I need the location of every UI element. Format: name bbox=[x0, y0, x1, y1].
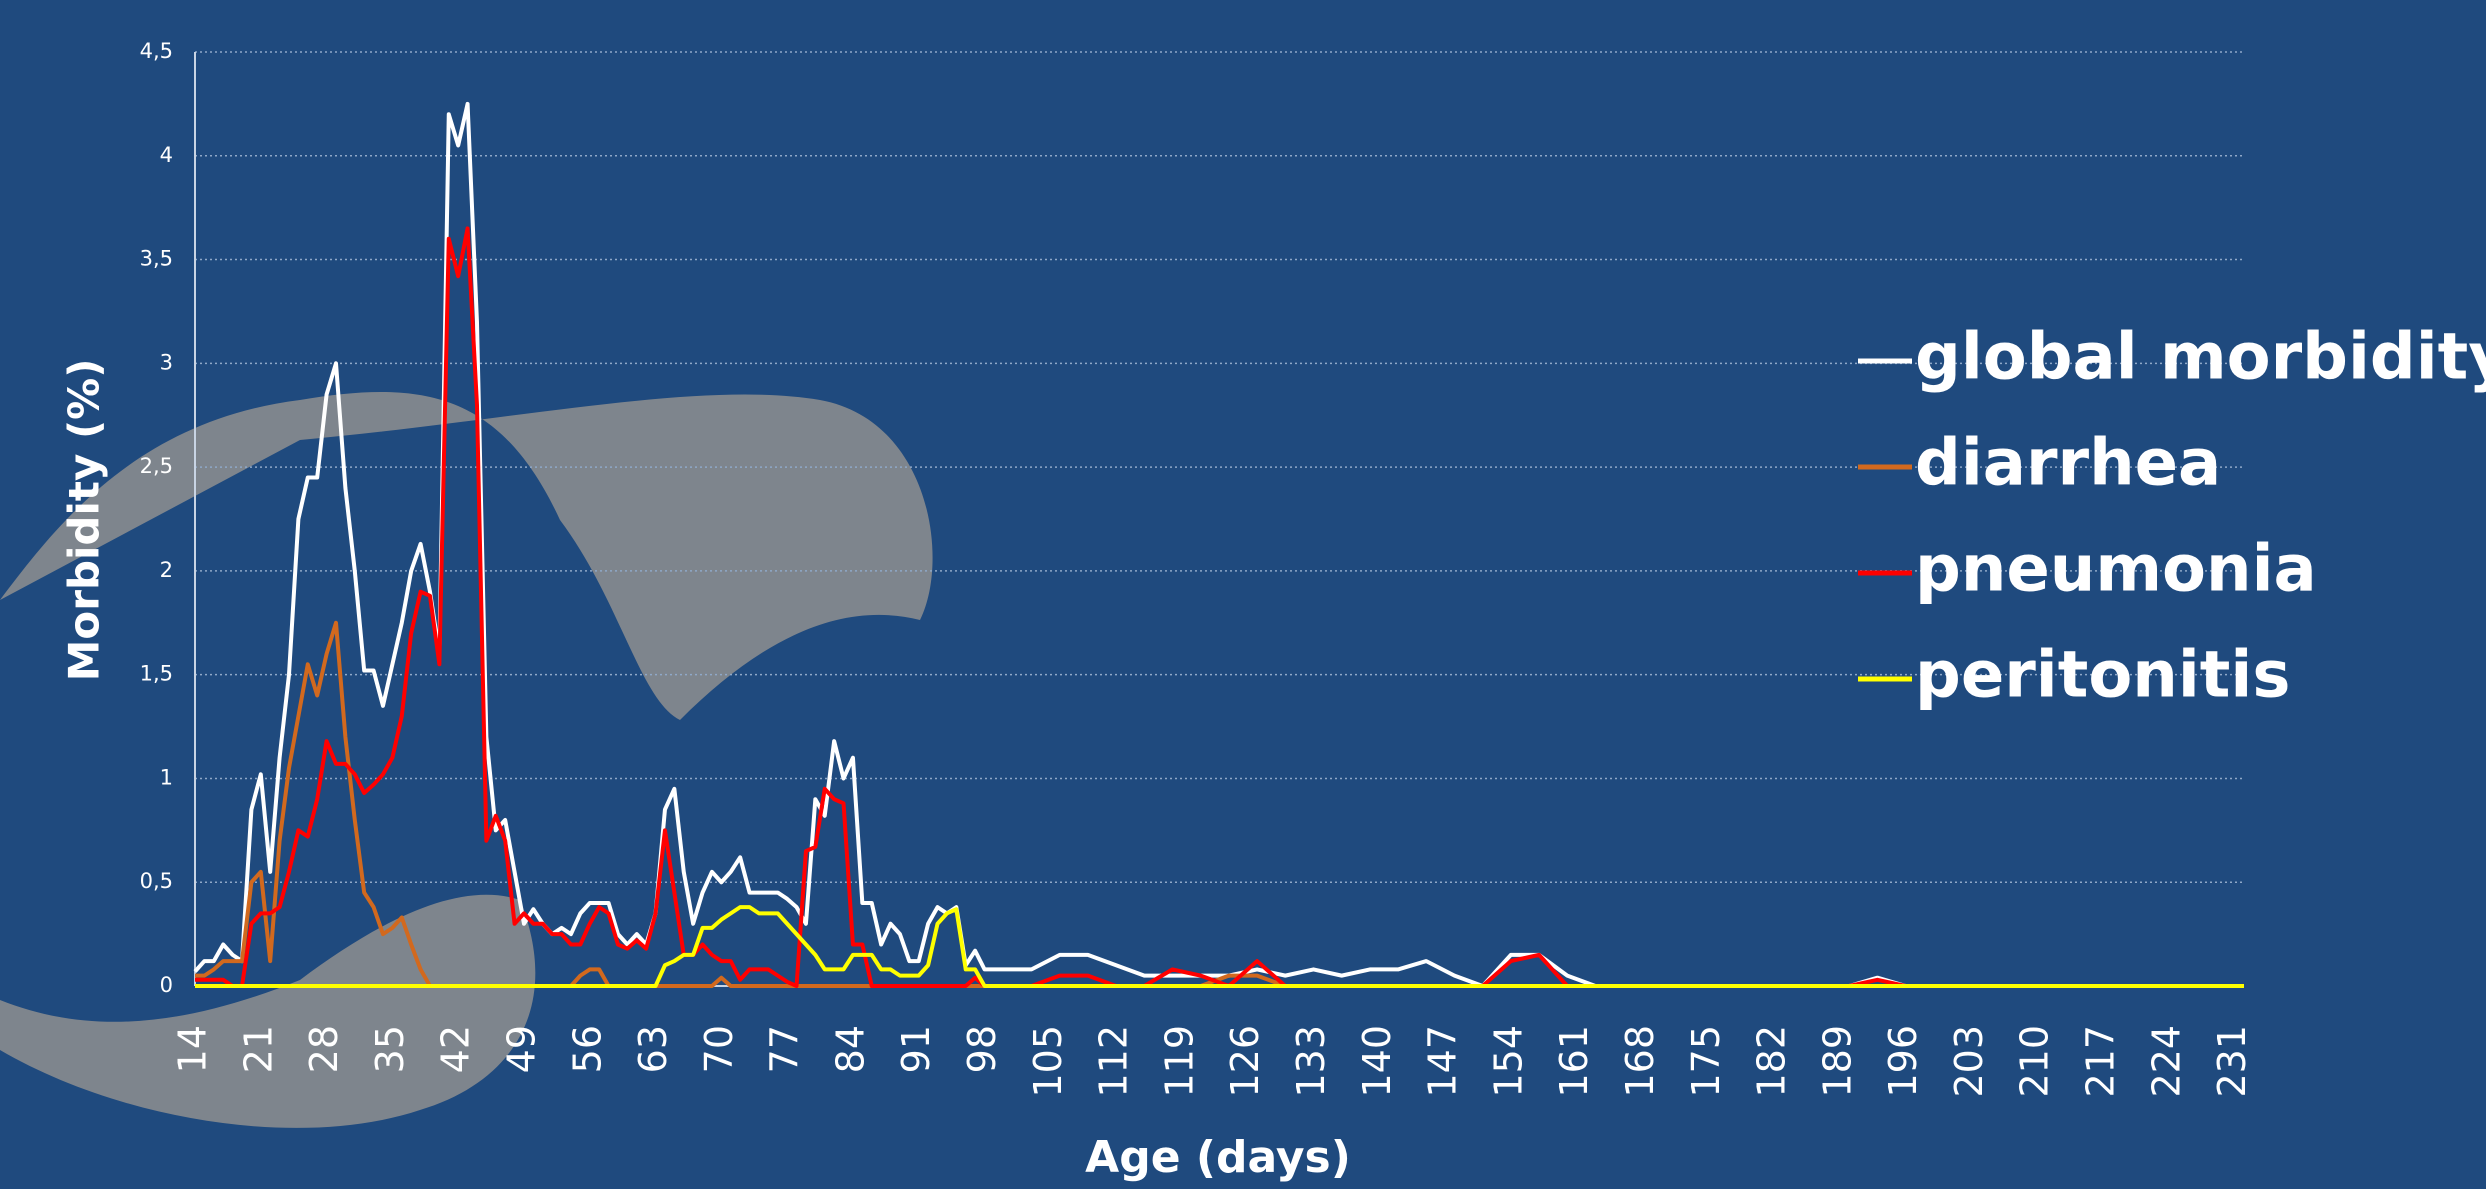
x-axis-title: Age (days) bbox=[1085, 1132, 1351, 1183]
x-tick-label: 119 bbox=[1157, 1025, 1201, 1098]
legend-label: pneumonia bbox=[1915, 533, 2317, 607]
x-tick-label: 154 bbox=[1486, 1025, 1530, 1098]
y-tick-label: 0 bbox=[160, 973, 173, 997]
x-tick-label: 126 bbox=[1223, 1025, 1267, 1098]
x-tick-label: 161 bbox=[1552, 1025, 1596, 1098]
x-tick-label: 63 bbox=[631, 1025, 675, 1073]
x-tick-label: 203 bbox=[1947, 1025, 1991, 1098]
x-tick-label: 189 bbox=[1815, 1025, 1859, 1098]
x-tick-label: 91 bbox=[894, 1025, 938, 1073]
x-tick-label: 182 bbox=[1750, 1025, 1794, 1098]
x-tick-label: 133 bbox=[1289, 1025, 1333, 1098]
y-tick-label: 3 bbox=[160, 350, 173, 374]
legend-label: peritonitis bbox=[1915, 639, 2290, 713]
y-tick-label: 1,5 bbox=[140, 662, 173, 686]
x-tick-label: 77 bbox=[763, 1025, 807, 1073]
y-tick-label: 3,5 bbox=[140, 247, 173, 271]
legend-label: diarrhea bbox=[1915, 427, 2221, 501]
x-tick-label: 21 bbox=[236, 1025, 280, 1073]
y-tick-label: 2,5 bbox=[140, 454, 173, 478]
x-tick-label: 14 bbox=[171, 1025, 215, 1073]
x-tick-label: 98 bbox=[960, 1025, 1004, 1073]
y-tick-label: 4,5 bbox=[140, 39, 173, 63]
x-tick-label: 49 bbox=[499, 1025, 543, 1073]
legend-label: global morbidity bbox=[1915, 321, 2486, 395]
x-tick-label: 42 bbox=[434, 1025, 478, 1073]
x-tick-label: 105 bbox=[1026, 1025, 1070, 1098]
x-tick-label: 196 bbox=[1881, 1025, 1925, 1098]
x-tick-label: 147 bbox=[1421, 1025, 1465, 1098]
x-tick-label: 168 bbox=[1618, 1025, 1662, 1098]
x-tick-label: 112 bbox=[1092, 1025, 1136, 1098]
x-tick-label: 56 bbox=[565, 1025, 609, 1073]
x-tick-label: 231 bbox=[2210, 1025, 2254, 1098]
x-tick-label: 35 bbox=[368, 1025, 412, 1073]
x-tick-label: 28 bbox=[302, 1025, 346, 1073]
x-tick-label: 224 bbox=[2144, 1025, 2188, 1098]
y-tick-label: 0,5 bbox=[140, 869, 173, 893]
x-tick-label: 84 bbox=[828, 1025, 872, 1073]
x-tick-label: 175 bbox=[1684, 1025, 1728, 1098]
x-tick-label: 70 bbox=[697, 1025, 741, 1073]
x-tick-label: 217 bbox=[2079, 1025, 2123, 1098]
x-tick-label: 140 bbox=[1355, 1025, 1399, 1098]
chart: Morbidity (%) Age (days) 0 0,5 1 1,5 2 2,5 3 3,… bbox=[0, 0, 2486, 1189]
y-axis-title: Morbidity (%) bbox=[60, 359, 109, 682]
y-tick-label: 1 bbox=[160, 765, 173, 789]
y-tick-label: 4 bbox=[160, 143, 173, 167]
x-tick-label: 210 bbox=[2013, 1025, 2057, 1098]
y-tick-label: 2 bbox=[160, 558, 173, 582]
